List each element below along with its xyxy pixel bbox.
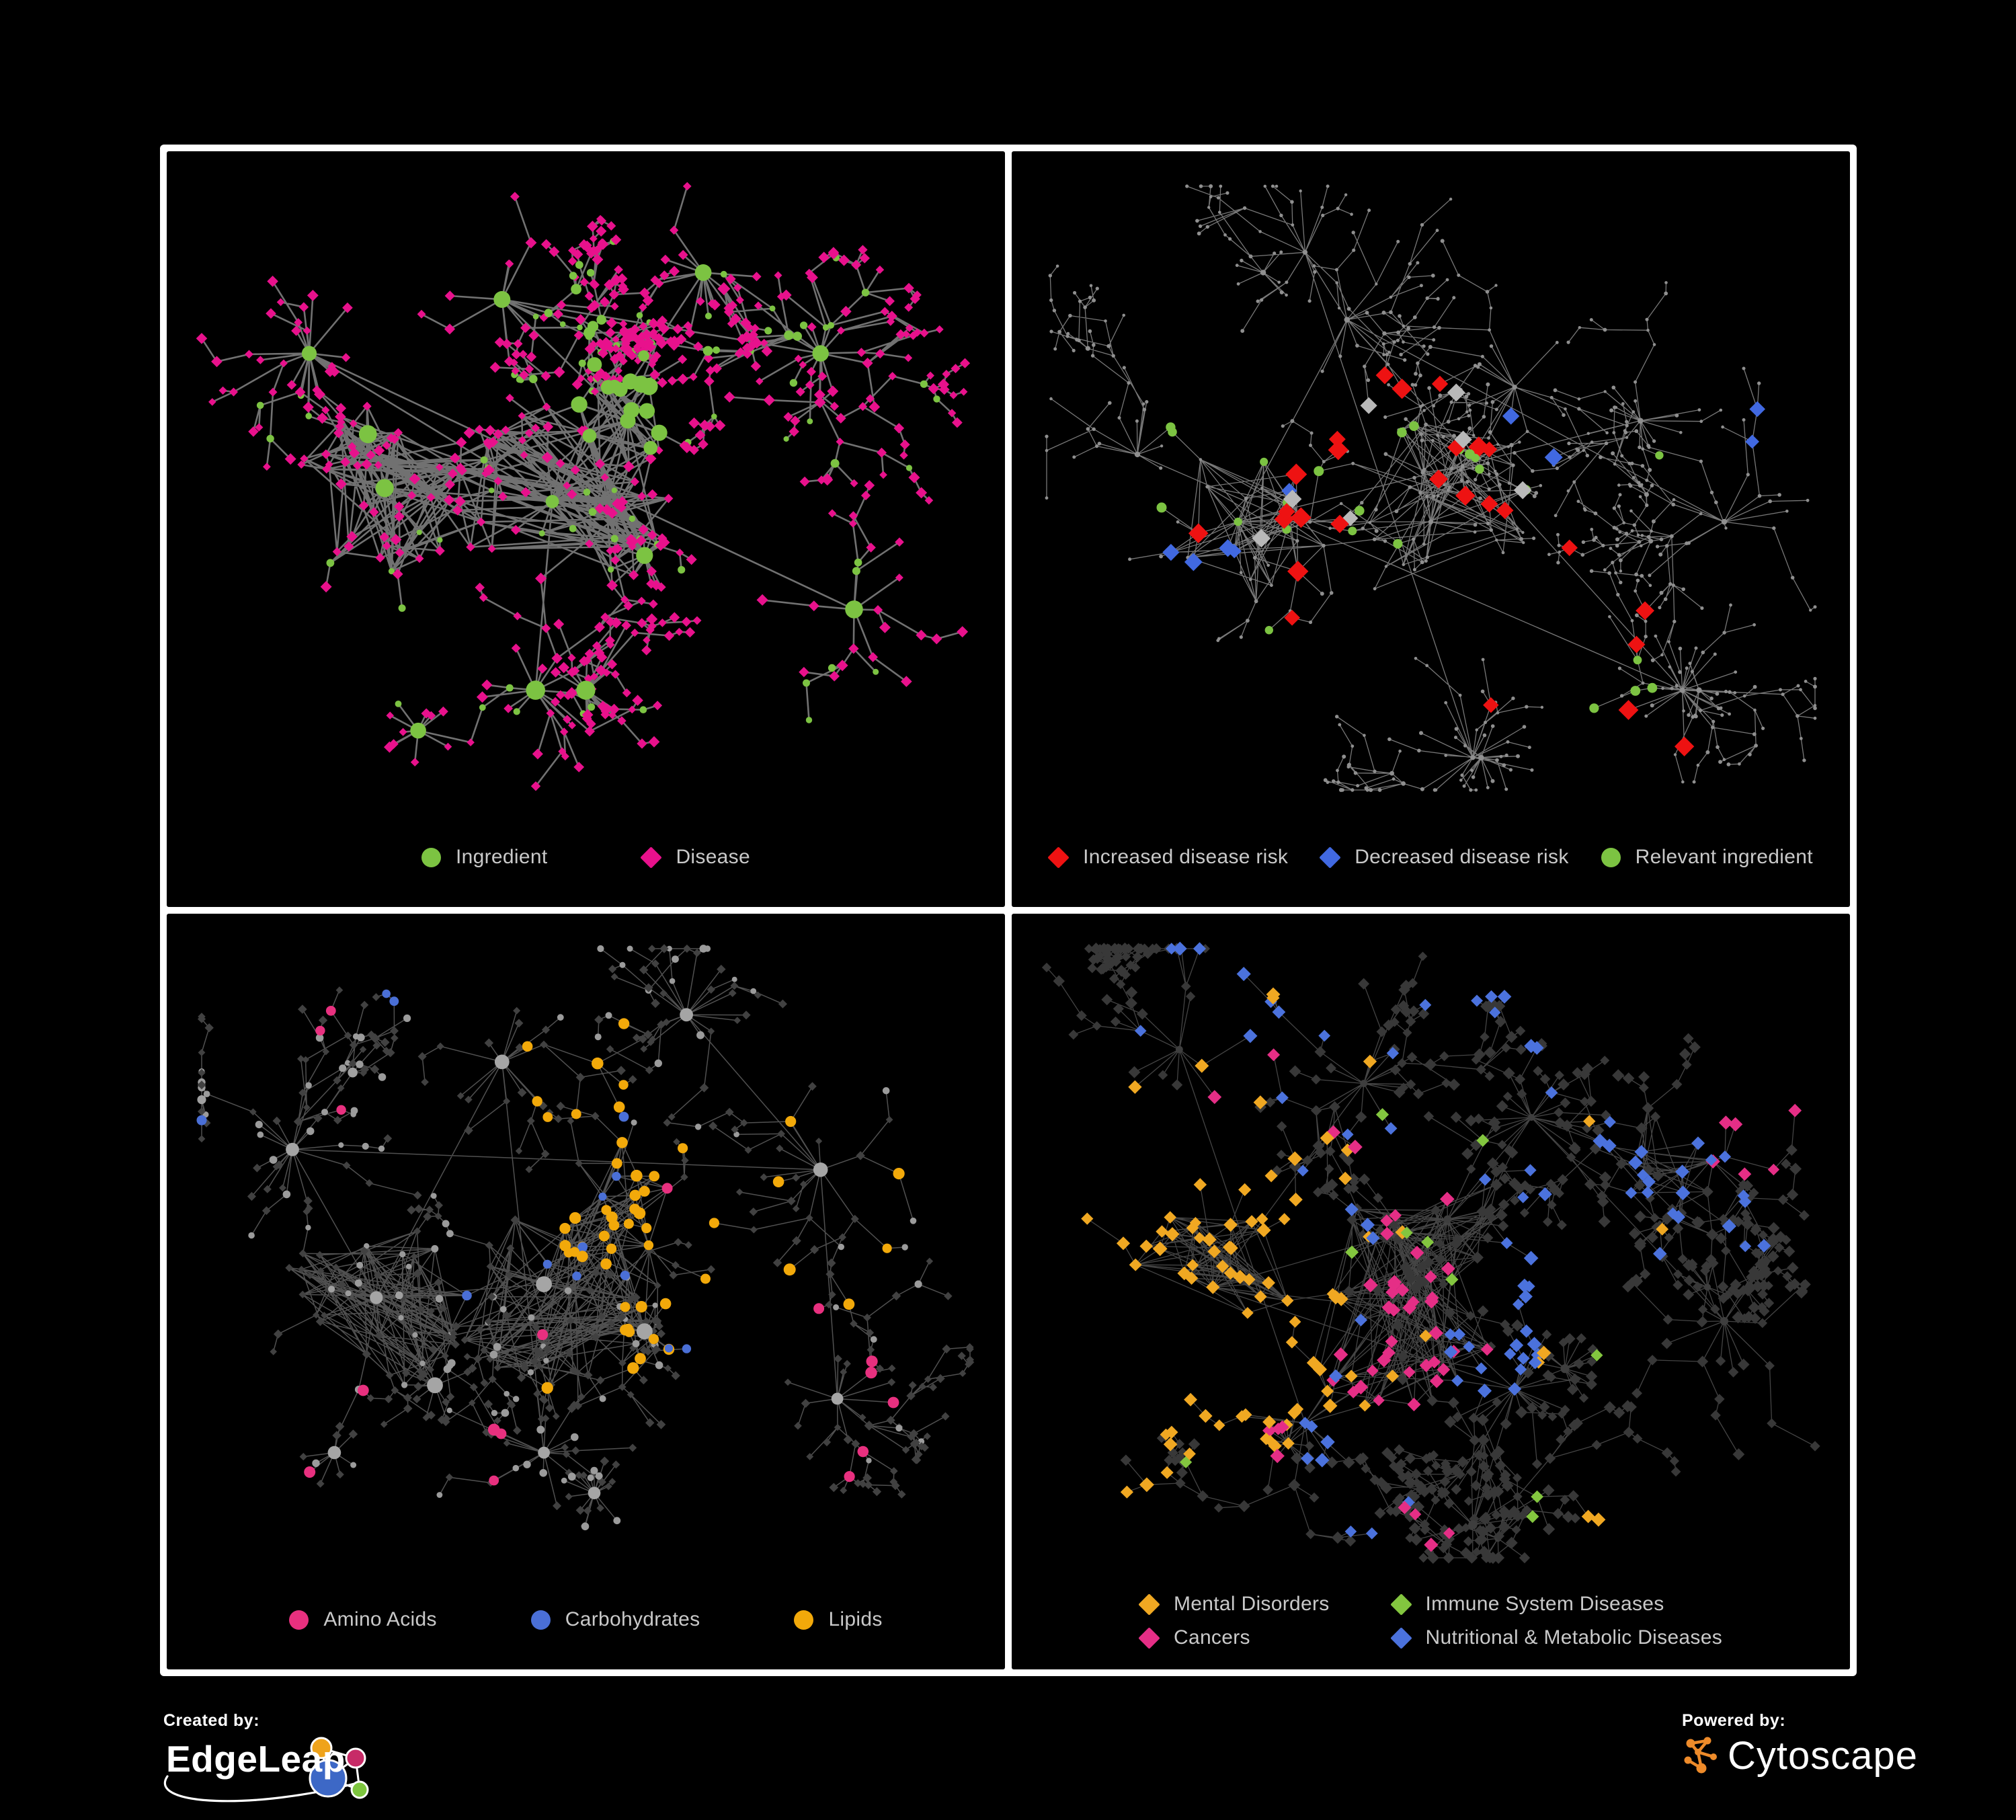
created-by-block: Created by: EdgeLeap: [163, 1711, 392, 1803]
cytoscape-logo: Cytoscape: [1682, 1733, 1978, 1778]
legend-label: Lipids: [828, 1608, 883, 1630]
circle-marker-icon: [1601, 847, 1621, 867]
legend-item-ingredient-disease-0: Ingredient: [421, 846, 547, 869]
legend-label: Increased disease risk: [1083, 846, 1289, 868]
disease-risk-network: [1045, 184, 1817, 792]
diamond-marker-icon: [1389, 1593, 1412, 1616]
created-by-label: Created by:: [163, 1711, 260, 1730]
ingredient-disease-network: [196, 182, 971, 791]
powered-by-label: Powered by:: [1682, 1711, 1786, 1730]
ingredient-classes-network: [196, 944, 975, 1531]
powered-by-block: Powered by: Cytoscape: [1682, 1711, 1978, 1785]
circle-marker-icon: [289, 1610, 309, 1630]
circle-marker-icon: [530, 1610, 551, 1630]
legend-item-disease-classes-1: Immune System Diseases: [1389, 1593, 1722, 1616]
legend-label: Relevant ingredient: [1635, 846, 1813, 868]
network-grid: Ingredient Disease Increased disease risk…: [160, 145, 1857, 1676]
legend-label: Cancers: [1174, 1626, 1250, 1649]
edgeleap-brand-text: EdgeLeap: [166, 1738, 346, 1780]
legend-item-disease-classes-3: Nutritional & Metabolic Diseases: [1389, 1626, 1722, 1649]
cytoscape-icon: [1684, 1737, 1717, 1773]
circle-marker-icon: [794, 1610, 814, 1630]
legend-label: Amino Acids: [323, 1608, 437, 1630]
legend-item-ingredient-classes-0: Amino Acids: [289, 1608, 436, 1631]
legend-item-disease-risk-1: Decreased disease risk: [1319, 846, 1569, 869]
edgeleap-network-icon: [309, 1737, 369, 1799]
diamond-marker-icon: [1138, 1626, 1160, 1649]
panel-disease-classes: Mental Disorders Immune System Diseases Ca…: [1012, 914, 1850, 1669]
legend-label: Ingredient: [456, 846, 548, 868]
panel-disease-risk: Increased disease risk Decreased disease …: [1012, 151, 1850, 907]
legend-label: Disease: [676, 846, 750, 868]
disease-classes-network: [1041, 941, 1820, 1565]
diamond-marker-icon: [1138, 1593, 1160, 1616]
legend-item-disease-risk-2: Relevant ingredient: [1601, 846, 1813, 869]
legend-item-ingredient-disease-1: Disease: [640, 846, 750, 869]
diamond-marker-icon: [640, 846, 663, 869]
disease-classes-legend: Mental Disorders Immune System Diseases Ca…: [1138, 1593, 1722, 1669]
cytoscape-brand-text: Cytoscape: [1728, 1734, 1919, 1778]
diamond-marker-icon: [1047, 846, 1070, 869]
disease-risk-legend: Increased disease risk Decreased disease …: [1012, 825, 1850, 907]
legend-label: Nutritional & Metabolic Diseases: [1425, 1626, 1722, 1649]
legend-item-disease-risk-0: Increased disease risk: [1047, 846, 1289, 869]
diamond-marker-icon: [1389, 1626, 1412, 1649]
circle-marker-icon: [421, 847, 442, 867]
edgeleap-logo: EdgeLeap: [163, 1732, 392, 1803]
legend-label: Decreased disease risk: [1355, 846, 1569, 868]
legend-label: Mental Disorders: [1174, 1593, 1330, 1615]
ingredient-classes-legend: Amino Acids Carbohydrates Lipids: [167, 1587, 1005, 1669]
legend-label: Carbohydrates: [565, 1608, 700, 1630]
legend-item-disease-classes-0: Mental Disorders: [1138, 1593, 1330, 1616]
panel-ingredient-classes: Amino Acids Carbohydrates Lipids: [167, 914, 1005, 1669]
ingredient-disease-legend: Ingredient Disease: [167, 825, 1005, 907]
legend-item-disease-classes-2: Cancers: [1138, 1626, 1330, 1649]
legend-item-ingredient-classes-1: Carbohydrates: [530, 1608, 700, 1631]
legend-label: Immune System Diseases: [1425, 1593, 1664, 1615]
legend-item-ingredient-classes-2: Lipids: [794, 1608, 882, 1631]
panel-ingredient-disease: Ingredient Disease: [167, 151, 1005, 907]
diamond-marker-icon: [1319, 846, 1341, 869]
